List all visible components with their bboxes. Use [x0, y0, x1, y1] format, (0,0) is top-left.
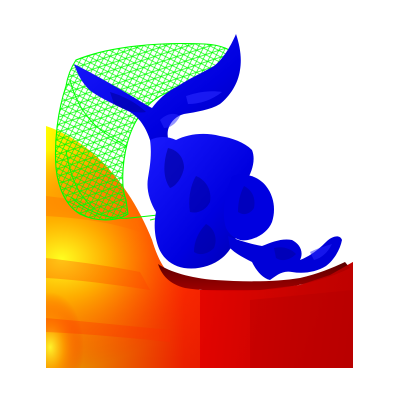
- blue-isosurface: [74, 34, 342, 280]
- heat-surface-trough: [158, 262, 350, 292]
- heat-surface-right-face: [200, 262, 353, 368]
